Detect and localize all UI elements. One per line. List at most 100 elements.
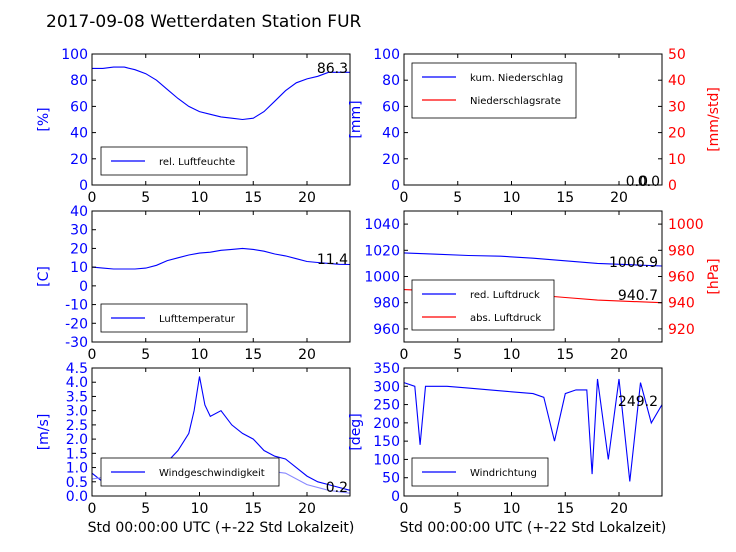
legend-label: kum. Niederschlag — [470, 73, 563, 84]
legend: kum. Niederschlag Niederschlagsrate — [411, 62, 577, 119]
plot-frame — [91, 367, 351, 497]
x-tick-label: 5 — [141, 190, 150, 206]
last-value-label: 940.7 — [618, 288, 658, 304]
y-tick-label: -20 — [65, 316, 88, 332]
y-tick-label: 0 — [79, 178, 88, 194]
x-tick-label: 0 — [88, 190, 97, 206]
x-tick-label: 0 — [400, 347, 409, 363]
legend: Windrichtung — [411, 457, 549, 487]
y-tick-label: 960 — [373, 322, 400, 338]
y2-tick-label: 10 — [668, 152, 686, 168]
x-tick-label: 10 — [191, 501, 209, 517]
x-tick-label: 10 — [191, 190, 209, 206]
y-tick-label: 3.0 — [66, 404, 88, 420]
last-value-label: 249.2 — [618, 394, 658, 410]
y-tick-label: 0 — [391, 489, 400, 505]
y-tick-label: 60 — [382, 99, 400, 115]
y2-axis-label: [mm/std] — [706, 87, 722, 152]
x-tick-label: 20 — [610, 190, 628, 206]
x-tick-label: 0 — [88, 501, 97, 517]
last-value-label: 0.0 — [638, 174, 660, 190]
chart-panel-2: 0 5 10 15 20 0 20 40 60 80 100 0 10 20 30 40 50 [mm] [mm/s… — [348, 47, 722, 206]
y-tick-label: 30 — [70, 223, 88, 239]
x-tick-label: 15 — [244, 190, 262, 206]
x-tick-label: 5 — [141, 347, 150, 363]
x-tick-label: 20 — [610, 501, 628, 517]
y2-tick-label: 20 — [668, 126, 686, 142]
series-line-1-1 — [92, 66, 350, 121]
last-value-label: 0.2 — [326, 480, 348, 496]
x-tick-label: 10 — [191, 347, 209, 363]
y-tick-label: 40 — [70, 126, 88, 142]
series-line-6-1 — [403, 378, 663, 482]
legend-label: red. Luftdruck — [470, 290, 540, 301]
chart-panel-1: 0 5 10 15 20 0 20 40 60 80 100 [%] 86.3 rel. Luftfeuc… — [36, 47, 351, 206]
x-tick-label: 15 — [244, 501, 262, 517]
y-tick-label: 250 — [373, 398, 400, 414]
y-axis-label: [m/s] — [36, 414, 52, 451]
y-tick-label: 40 — [70, 204, 88, 220]
x-tick-label: 20 — [298, 347, 316, 363]
x-tick-label: 10 — [503, 190, 521, 206]
chart-panel-4: 0 5 10 15 20 960 980 1000 1020 1040 920 940 960 980 10… — [364, 210, 722, 363]
x-tick-label: 15 — [556, 501, 574, 517]
y-axis-label: [mm] — [348, 100, 364, 138]
y2-tick-label: 940 — [668, 296, 695, 312]
x-tick-label: 20 — [610, 347, 628, 363]
series-line-3-1 — [91, 247, 351, 270]
y-tick-label: 2.5 — [66, 418, 88, 434]
legend: Windgeschwindigkeit — [100, 457, 280, 487]
y-tick-label: 1000 — [364, 270, 400, 286]
y-tick-label: 20 — [382, 152, 400, 168]
x-axis-label: Std 00:00:00 UTC (+-22 Std Lokalzeit) — [400, 520, 667, 536]
series-line-4-1 — [403, 252, 663, 267]
y-tick-label: 2.0 — [66, 432, 88, 448]
y-tick-label: 40 — [382, 126, 400, 142]
plot-frame — [403, 367, 663, 497]
x-tick-label: 0 — [400, 190, 409, 206]
y-tick-label: 20 — [70, 152, 88, 168]
y-tick-label: 0.0 — [66, 489, 88, 505]
y-tick-label: 50 — [382, 471, 400, 487]
y-tick-label: 0 — [391, 178, 400, 194]
x-tick-label: 15 — [244, 347, 262, 363]
x-tick-label: 20 — [298, 501, 316, 517]
y-tick-label: 10 — [70, 260, 88, 276]
y-tick-label: 1.5 — [66, 446, 88, 462]
y-tick-label: 200 — [373, 416, 400, 432]
y2-tick-label: 980 — [668, 243, 695, 259]
x-tick-label: 10 — [503, 501, 521, 517]
last-value-label: 0.0 — [626, 174, 648, 190]
x-tick-label: 10 — [503, 347, 521, 363]
legend-label: Niederschlagsrate — [470, 96, 561, 107]
x-tick-label: 0 — [88, 347, 97, 363]
last-value-label: 1006.9 — [609, 255, 658, 271]
legend-label: abs. Luftdruck — [470, 313, 541, 324]
y-axis-label: [deg] — [348, 413, 364, 450]
y-tick-label: 1020 — [364, 243, 400, 259]
last-value-label: 86.3 — [317, 61, 348, 77]
y-tick-label: 100 — [61, 47, 88, 63]
legend-label: rel. Luftfeuchte — [159, 157, 235, 168]
y-tick-label: 80 — [382, 73, 400, 89]
y2-tick-label: 30 — [668, 99, 686, 115]
x-tick-label: 0 — [400, 501, 409, 517]
legend-box — [411, 279, 555, 331]
x-tick-label: 20 — [298, 190, 316, 206]
legend-label: Windgeschwindigkeit — [159, 468, 265, 479]
legend: rel. Luftfeuchte — [100, 146, 248, 176]
y-tick-label: 350 — [373, 361, 400, 377]
y-axis-label: [C] — [36, 266, 52, 287]
figure-title: 2017-09-08 Wetterdaten Station FUR — [46, 12, 362, 32]
legend-label: Lufttemperatur — [159, 314, 236, 325]
y-tick-label: 20 — [70, 241, 88, 257]
legend-label: Windrichtung — [470, 468, 537, 479]
x-tick-label: 5 — [141, 501, 150, 517]
y-tick-label: 3.5 — [66, 389, 88, 405]
legend-box — [411, 457, 549, 487]
plot-frame — [91, 53, 351, 186]
y-tick-label: 4.0 — [66, 375, 88, 391]
